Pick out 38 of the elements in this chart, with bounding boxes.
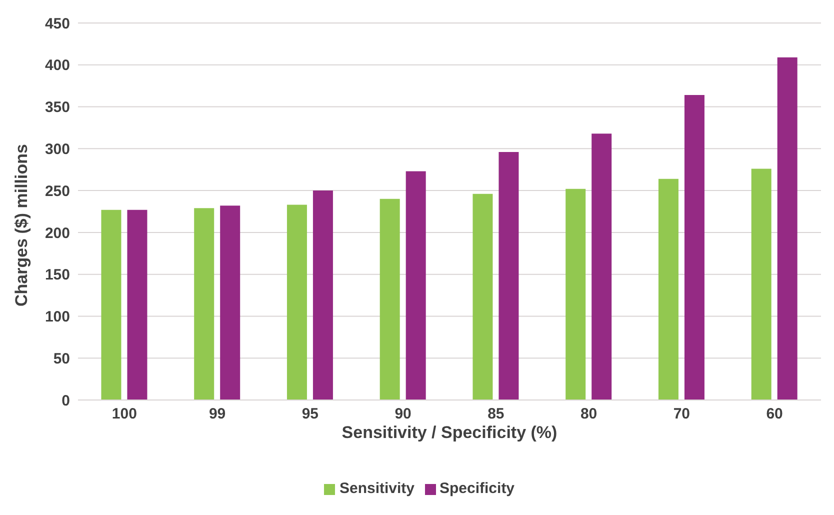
y-tick-label: 0 <box>62 392 70 410</box>
bar <box>684 95 704 400</box>
x-tick-label: 85 <box>488 406 504 423</box>
y-tick-label: 200 <box>44 224 70 242</box>
legend-label: Sensitivity <box>339 480 414 497</box>
x-tick-label: 60 <box>766 406 783 423</box>
y-tick-label: 100 <box>44 308 70 326</box>
bar <box>194 208 214 400</box>
bar <box>380 198 400 400</box>
y-axis-title: Charges ($) millions <box>12 144 32 306</box>
bar <box>127 210 148 400</box>
bar <box>592 134 612 400</box>
legend-label: Specificity <box>440 480 515 497</box>
y-tick-label: 350 <box>44 99 70 116</box>
y-tick-label: 50 <box>53 350 70 368</box>
x-tick-label: 100 <box>112 406 137 423</box>
x-tick-label: 95 <box>302 406 319 423</box>
bar <box>777 57 798 400</box>
y-tick-label: 250 <box>44 182 70 200</box>
bar <box>220 206 240 400</box>
bar <box>566 188 586 400</box>
bar <box>472 194 493 400</box>
y-tick-label: 400 <box>44 57 70 74</box>
y-tick-label: 150 <box>44 266 70 284</box>
x-tick-label: 99 <box>208 406 226 423</box>
bar <box>658 178 678 400</box>
x-tick-label: 70 <box>673 406 690 423</box>
bar <box>101 210 122 400</box>
bar <box>751 168 772 400</box>
bar <box>312 190 333 400</box>
x-tick-label: 90 <box>394 406 412 423</box>
bar <box>406 171 426 400</box>
x-tick-label: 80 <box>580 406 598 423</box>
bar <box>286 204 307 400</box>
y-tick-label: 450 <box>44 15 70 32</box>
y-tick-label: 300 <box>44 140 70 158</box>
x-axis-title: Sensitivity / Specificity (%) <box>342 423 558 442</box>
bar <box>498 152 519 400</box>
